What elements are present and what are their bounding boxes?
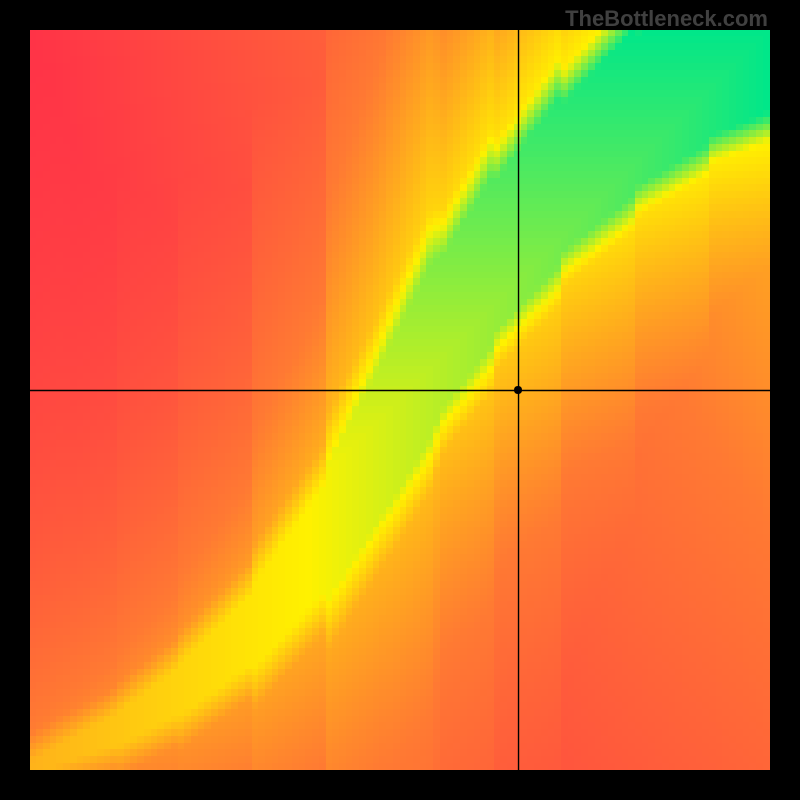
chart-container: TheBottleneck.com: [0, 0, 800, 800]
heatmap-canvas: [30, 30, 770, 770]
watermark-text: TheBottleneck.com: [565, 6, 768, 32]
